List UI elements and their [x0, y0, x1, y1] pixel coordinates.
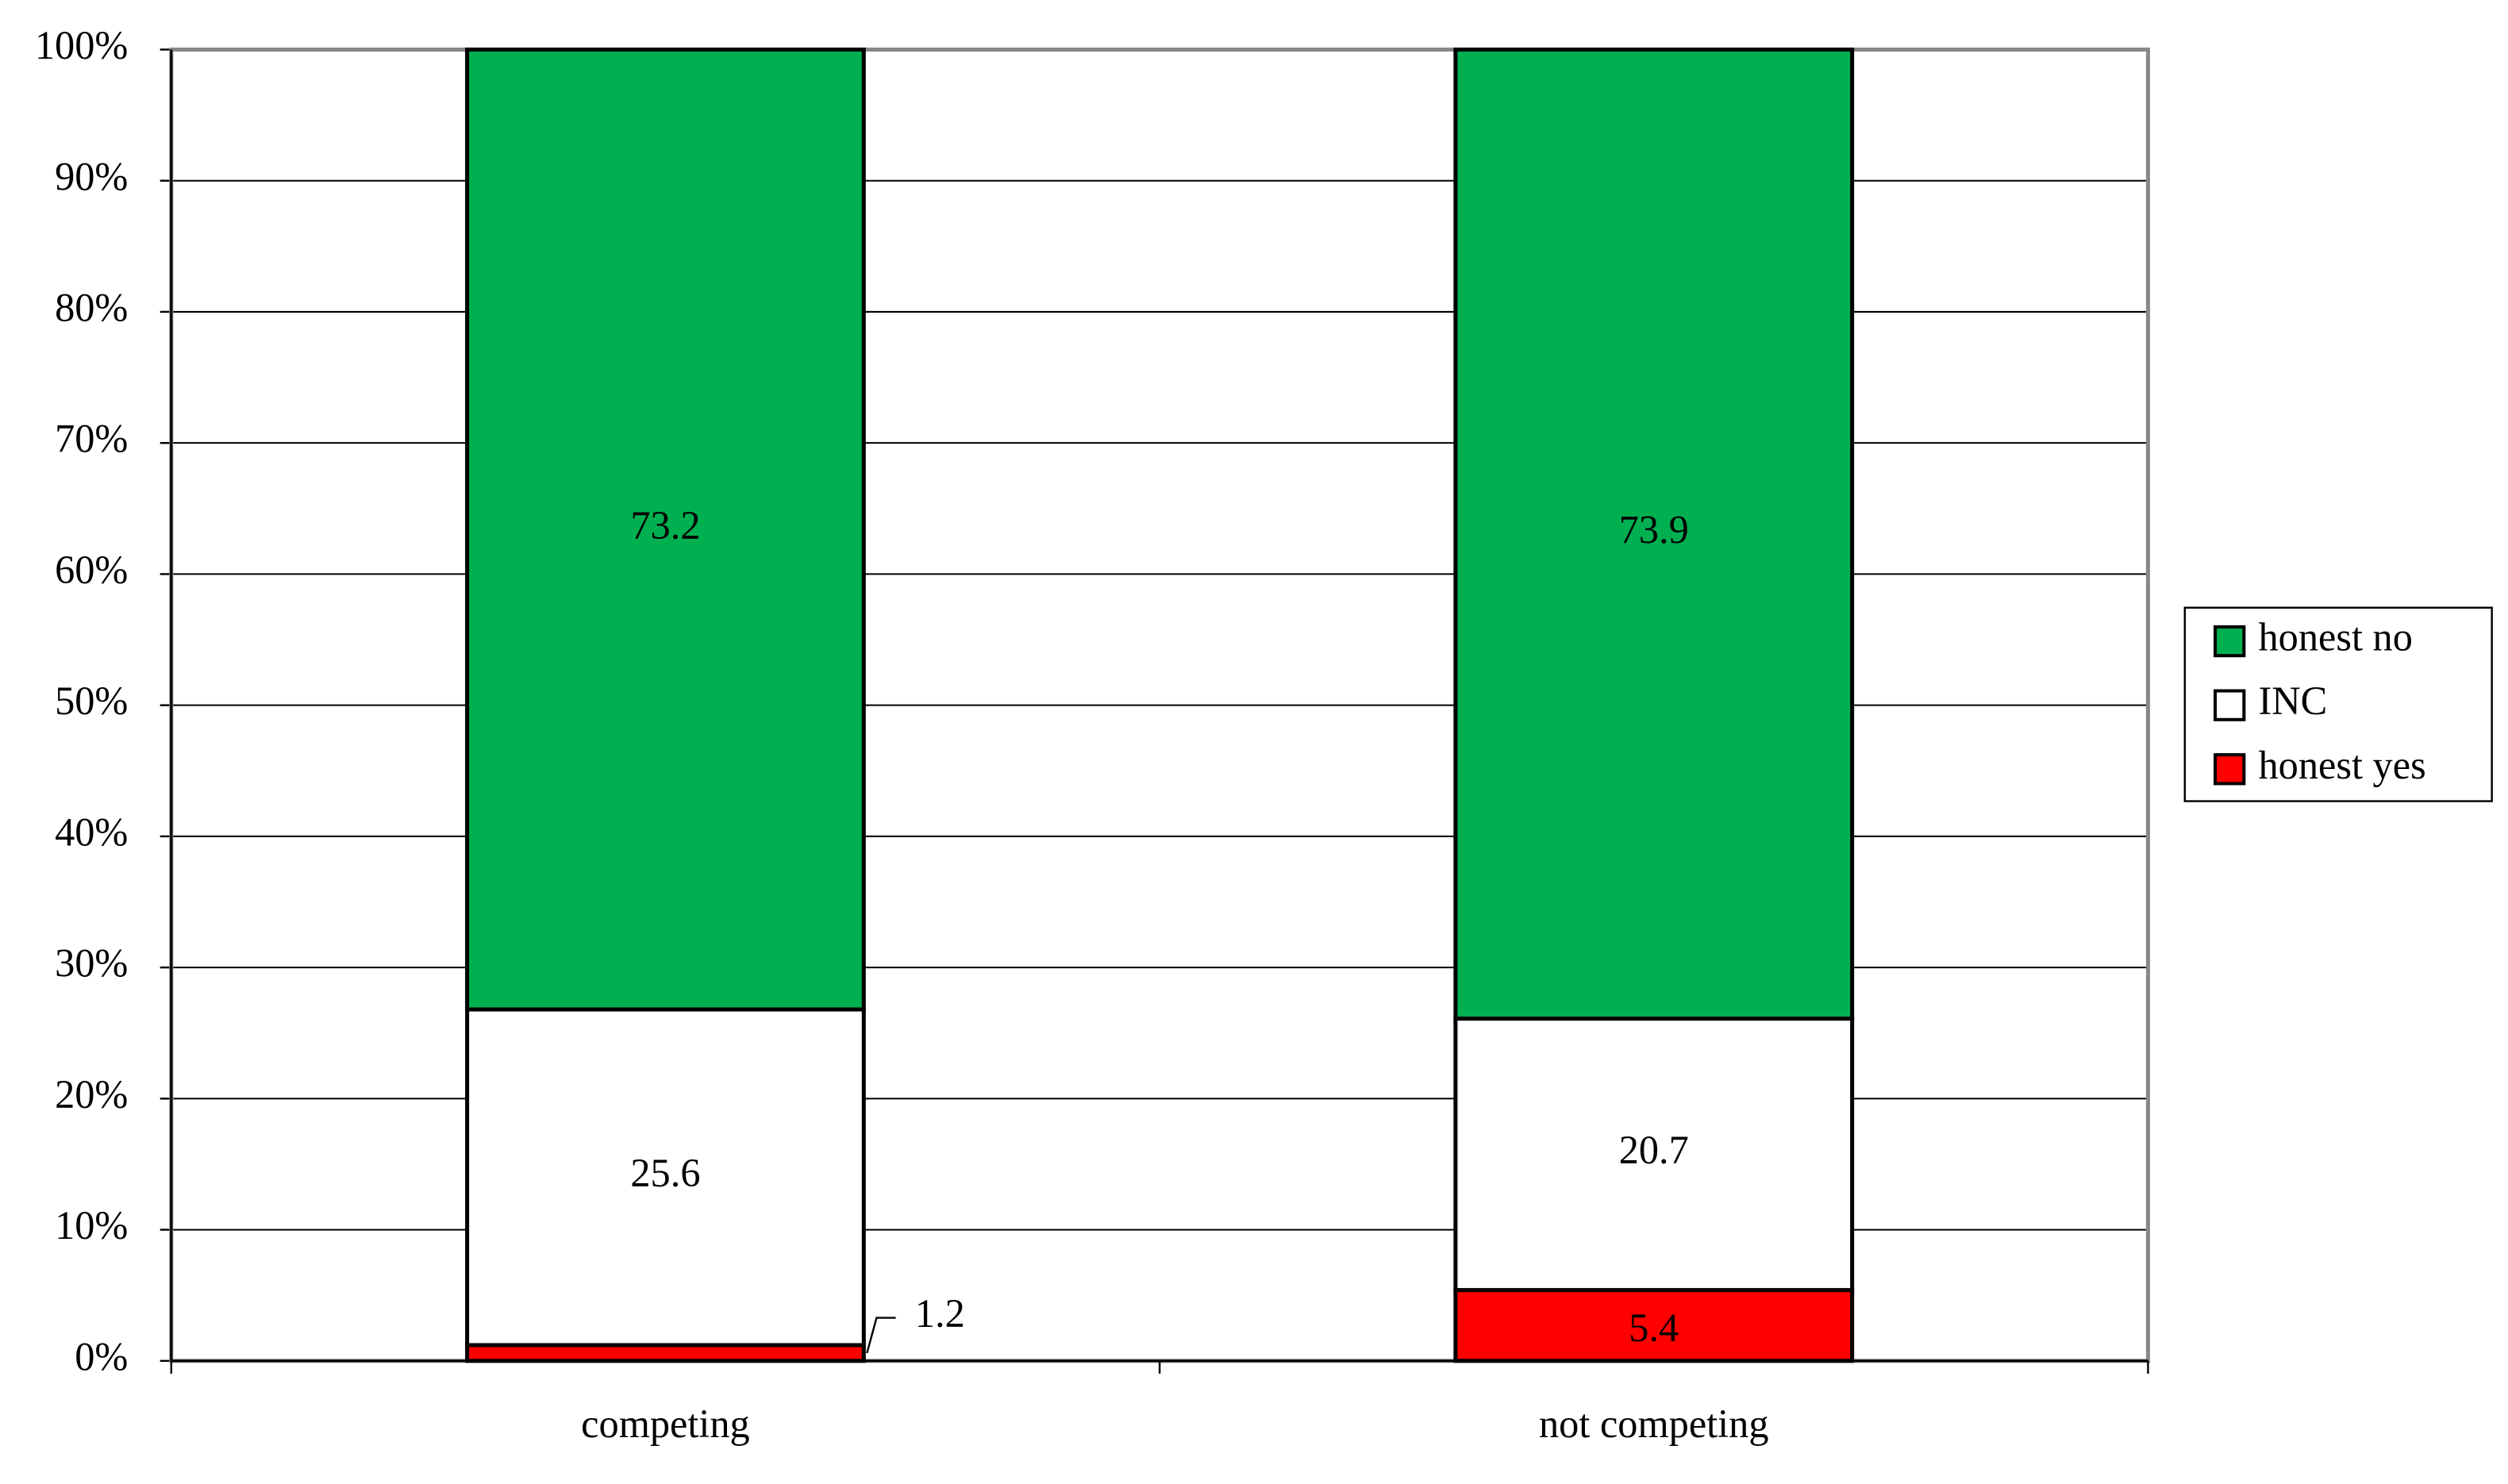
- y-tick-label: 10%: [55, 1203, 128, 1248]
- y-tick-label: 90%: [55, 154, 128, 198]
- legend-label: honest no: [2258, 615, 2412, 659]
- data-label: 5.4: [1629, 1305, 1679, 1350]
- legend-label: INC: [2258, 679, 2327, 723]
- y-tick-label: 30%: [55, 941, 128, 986]
- bar-segment: [465, 1007, 866, 1348]
- y-tick-label: 50%: [55, 679, 128, 723]
- data-label: 73.2: [630, 503, 700, 548]
- y-tick-label: 100%: [35, 23, 129, 67]
- y-tick-label: 20%: [55, 1072, 128, 1117]
- bar-segment: [1453, 1017, 1855, 1293]
- bar-segment: [465, 1343, 866, 1363]
- y-tick-label: 80%: [55, 286, 128, 330]
- x-tick-label: not competing: [1539, 1401, 1769, 1446]
- y-tick-label: 60%: [55, 548, 128, 592]
- bar-segment: [1453, 47, 1855, 1021]
- y-tick-label: 70%: [55, 417, 128, 461]
- x-tick-label: competing: [581, 1401, 750, 1446]
- legend-swatch: [2214, 625, 2246, 658]
- leader-line: [866, 1317, 896, 1354]
- data-label: 1.2: [915, 1291, 965, 1336]
- bar-segment: [1453, 1288, 1855, 1363]
- data-label: 73.9: [1619, 508, 1689, 552]
- data-label: 20.7: [1619, 1128, 1689, 1172]
- y-tick-label: 40%: [55, 809, 128, 854]
- data-label: 25.6: [630, 1151, 700, 1195]
- legend-label: honest yes: [2258, 743, 2425, 787]
- bar-segment: [465, 47, 866, 1012]
- legend-swatch: [2214, 689, 2246, 721]
- y-tick-label: 0%: [75, 1334, 128, 1378]
- legend-swatch: [2214, 753, 2246, 786]
